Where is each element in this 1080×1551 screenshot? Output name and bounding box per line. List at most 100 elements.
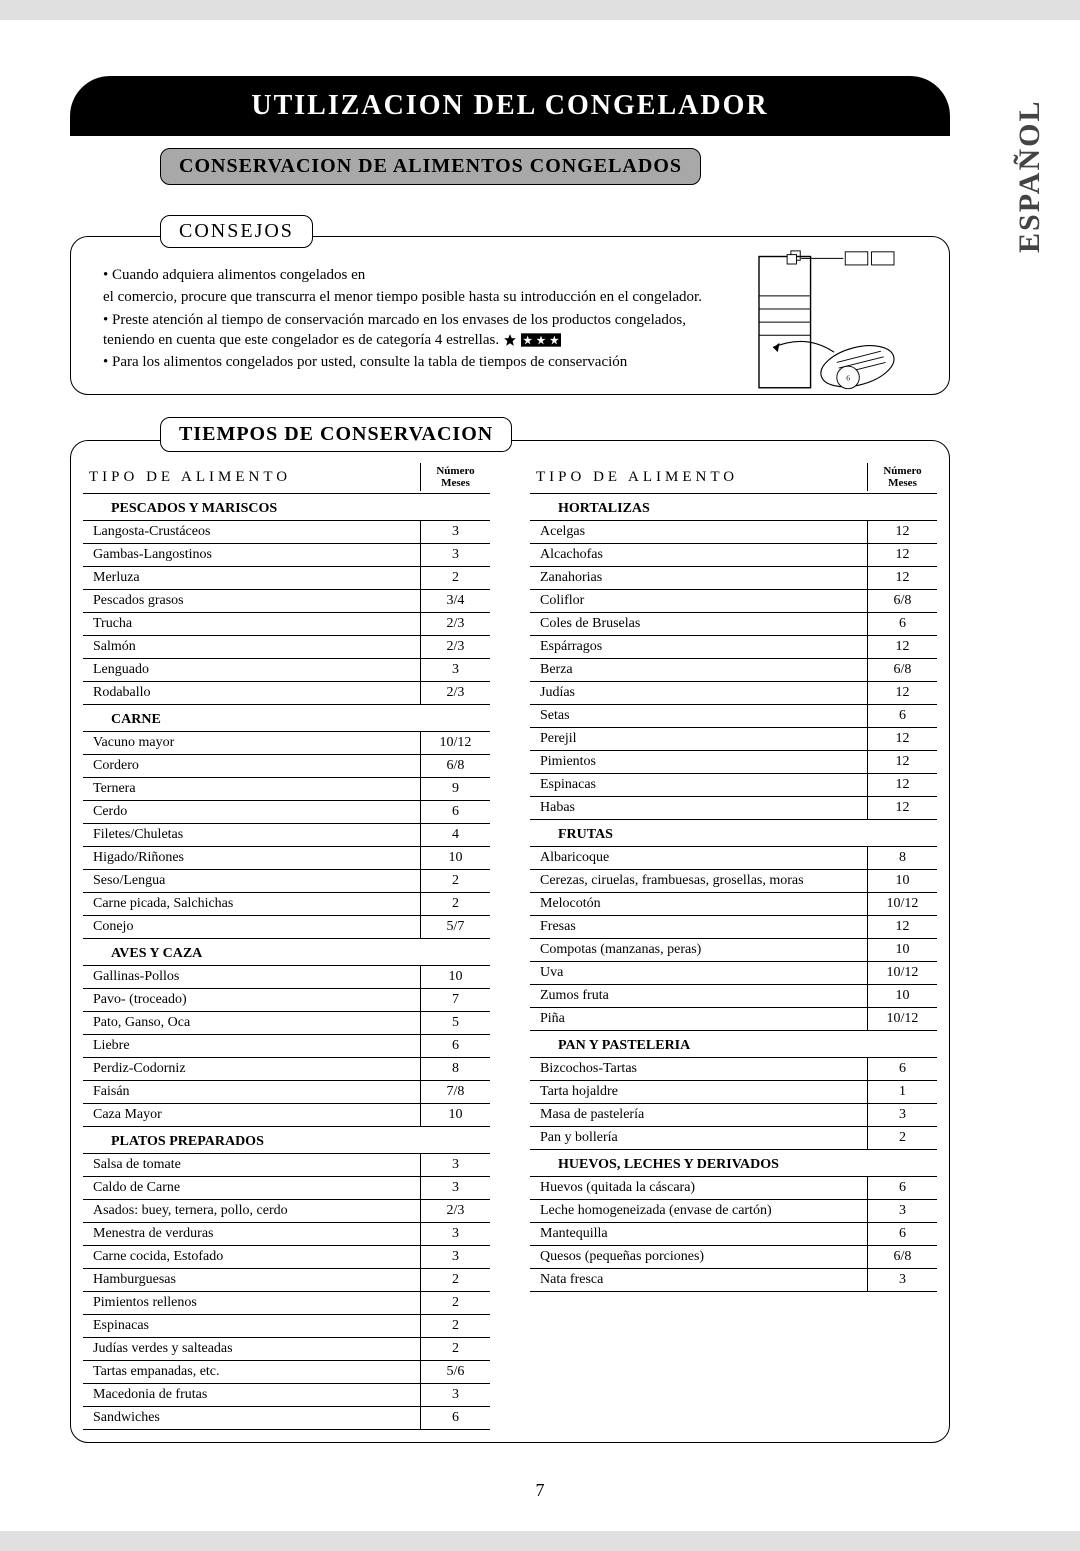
food-name: Coliflor <box>530 590 867 612</box>
food-name: Acelgas <box>530 521 867 543</box>
months-value: 2 <box>420 893 490 915</box>
months-value: 10/12 <box>420 732 490 754</box>
food-name: Berza <box>530 659 867 681</box>
food-name: Carne picada, Salchichas <box>83 893 420 915</box>
table-row: Espinacas2 <box>83 1315 490 1338</box>
table-row: Leche homogeneizada (envase de cartón)3 <box>530 1200 937 1223</box>
table-row: Rodaballo2/3 <box>83 682 490 705</box>
table-row: Cordero6/8 <box>83 755 490 778</box>
header-months: Número Meses <box>420 463 490 491</box>
food-name: Perejil <box>530 728 867 750</box>
food-name: Lenguado <box>83 659 420 681</box>
table-row: Pimientos12 <box>530 751 937 774</box>
food-name: Conejo <box>83 916 420 938</box>
food-name: Macedonia de frutas <box>83 1384 420 1406</box>
table-row: Nata fresca3 <box>530 1269 937 1292</box>
table-row: Cerezas, ciruelas, frambuesas, grosellas… <box>530 870 937 893</box>
table-row: Judías verdes y salteadas2 <box>83 1338 490 1361</box>
food-name: Espinacas <box>530 774 867 796</box>
months-value: 12 <box>867 774 937 796</box>
four-star-icon <box>503 333 561 347</box>
consejos-line: el comercio, procure que transcurra el m… <box>103 287 723 307</box>
months-value: 2 <box>420 1292 490 1314</box>
table-row: Faisán7/8 <box>83 1081 490 1104</box>
table-row: Filetes/Chuletas4 <box>83 824 490 847</box>
months-value: 12 <box>867 751 937 773</box>
months-value: 5/6 <box>420 1361 490 1383</box>
sub-heading: CONSERVACION DE ALIMENTOS CONGELADOS <box>160 148 701 185</box>
table-row: Perejil12 <box>530 728 937 751</box>
table-row: Pavo- (troceado)7 <box>83 989 490 1012</box>
header-months: Número Meses <box>867 463 937 491</box>
months-value: 10 <box>420 966 490 988</box>
header-food-type: TIPO DE ALIMENTO <box>83 463 420 491</box>
food-name: Setas <box>530 705 867 727</box>
food-name: Espinacas <box>83 1315 420 1337</box>
page-number: 7 <box>0 1480 1080 1501</box>
months-value: 10 <box>867 939 937 961</box>
table-row: Langosta-Crustáceos3 <box>83 521 490 544</box>
food-name: Pato, Ganso, Oca <box>83 1012 420 1034</box>
table-row: Gallinas-Pollos10 <box>83 966 490 989</box>
months-value: 8 <box>867 847 937 869</box>
table-row: Tarta hojaldre1 <box>530 1081 937 1104</box>
months-value: 3 <box>867 1104 937 1126</box>
table-row: Pato, Ganso, Oca5 <box>83 1012 490 1035</box>
storage-times-tables: TIPO DE ALIMENTO Número Meses PESCADOS Y… <box>70 440 950 1443</box>
months-value: 2 <box>420 567 490 589</box>
months-value: 1 <box>867 1081 937 1103</box>
category-header: CARNE <box>83 705 490 732</box>
food-name: Uva <box>530 962 867 984</box>
table-row: Coles de Bruselas6 <box>530 613 937 636</box>
food-name: Pavo- (troceado) <box>83 989 420 1011</box>
table-row: Alcachofas12 <box>530 544 937 567</box>
months-value: 5 <box>420 1012 490 1034</box>
food-name: Liebre <box>83 1035 420 1057</box>
food-name: Rodaballo <box>83 682 420 704</box>
food-name: Bizcochos-Tartas <box>530 1058 867 1080</box>
table-row: Pimientos rellenos2 <box>83 1292 490 1315</box>
months-value: 4 <box>420 824 490 846</box>
header-food-type: TIPO DE ALIMENTO <box>530 463 867 491</box>
months-value: 3 <box>420 659 490 681</box>
months-value: 3 <box>420 1384 490 1406</box>
months-value: 2 <box>420 1315 490 1337</box>
right-table: TIPO DE ALIMENTO Número Meses HORTALIZAS… <box>530 461 937 1430</box>
months-value: 6/8 <box>867 590 937 612</box>
table-row: Salmón2/3 <box>83 636 490 659</box>
food-name: Zumos fruta <box>530 985 867 1007</box>
category-header: PESCADOS Y MARISCOS <box>83 494 490 521</box>
table-header: TIPO DE ALIMENTO Número Meses <box>83 461 490 494</box>
table-row: Conejo5/7 <box>83 916 490 939</box>
food-name: Carne cocida, Estofado <box>83 1246 420 1268</box>
table-row: Espinacas12 <box>530 774 937 797</box>
food-name: Fresas <box>530 916 867 938</box>
months-value: 6 <box>420 1035 490 1057</box>
consejos-line: • Cuando adquiera alimentos congelados e… <box>103 265 723 285</box>
food-name: Merluza <box>83 567 420 589</box>
food-name: Zanahorias <box>530 567 867 589</box>
months-value: 6 <box>867 1223 937 1245</box>
months-value: 10 <box>867 870 937 892</box>
table-row: Ternera9 <box>83 778 490 801</box>
page-title: UTILIZACION DEL CONGELADOR <box>70 76 950 136</box>
table-row: Zumos fruta10 <box>530 985 937 1008</box>
table-row: Acelgas12 <box>530 521 937 544</box>
food-name: Habas <box>530 797 867 819</box>
food-name: Gallinas-Pollos <box>83 966 420 988</box>
food-name: Hamburguesas <box>83 1269 420 1291</box>
months-value: 2 <box>420 1338 490 1360</box>
months-value: 10 <box>867 985 937 1007</box>
food-name: Masa de pastelería <box>530 1104 867 1126</box>
months-value: 12 <box>867 567 937 589</box>
table-row: Carne picada, Salchichas2 <box>83 893 490 916</box>
table-row: Gambas-Langostinos3 <box>83 544 490 567</box>
food-name: Menestra de verduras <box>83 1223 420 1245</box>
food-name: Alcachofas <box>530 544 867 566</box>
table-row: Uva10/12 <box>530 962 937 985</box>
months-value: 12 <box>867 544 937 566</box>
months-value: 2/3 <box>420 1200 490 1222</box>
months-value: 6 <box>867 613 937 635</box>
months-value: 2/3 <box>420 636 490 658</box>
category-header: AVES Y CAZA <box>83 939 490 966</box>
